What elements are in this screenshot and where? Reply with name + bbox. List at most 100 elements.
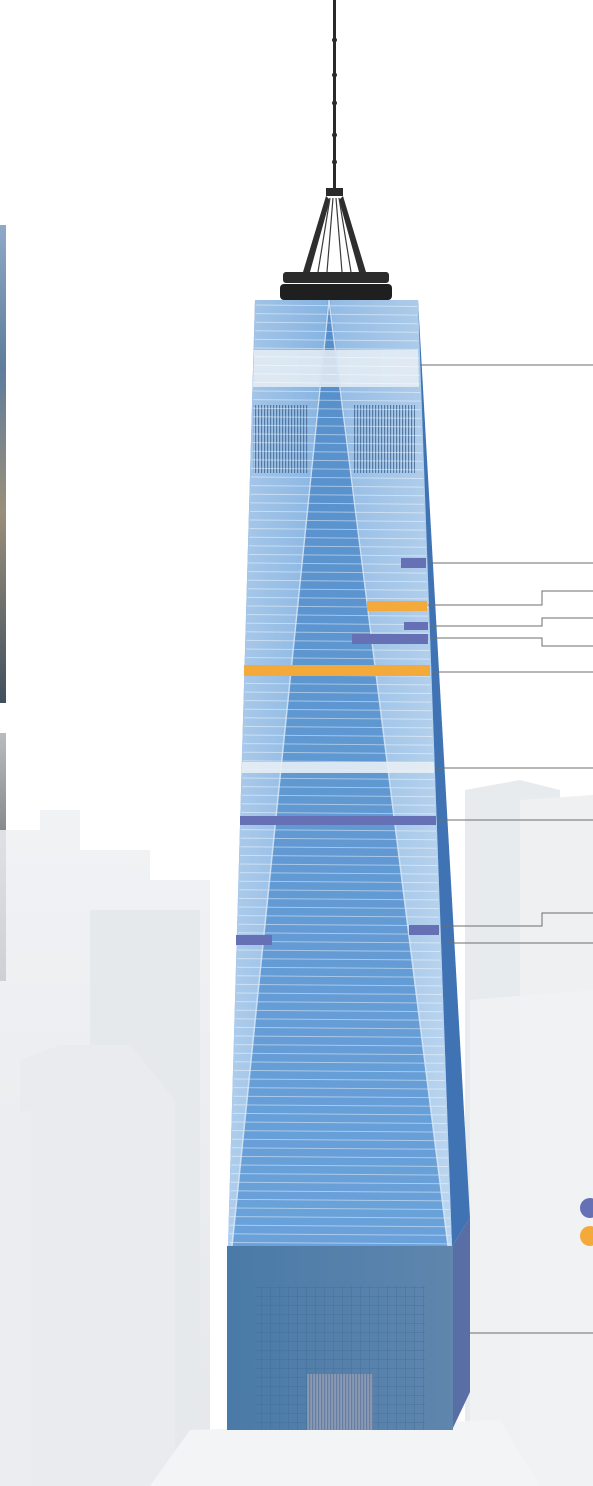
- floor-line: [242, 786, 435, 789]
- floor-line: [229, 1241, 451, 1245]
- floor-line: [245, 657, 430, 660]
- floor-line: [247, 579, 428, 583]
- floor-line: [229, 1233, 451, 1236]
- floor-line: [236, 975, 442, 978]
- floor-line: [243, 751, 434, 755]
- floor-line: [239, 872, 438, 875]
- floor-line: [255, 321, 418, 325]
- floor-line: [243, 743, 433, 746]
- floor-line: [237, 932, 440, 935]
- floor-line: [229, 1224, 451, 1228]
- leader-line-4: [430, 617, 593, 627]
- floor-line: [235, 1018, 443, 1021]
- floor-line: [239, 880, 438, 884]
- floor-line: [238, 923, 440, 927]
- floor-line: [244, 717, 433, 720]
- floor-line: [234, 1069, 445, 1073]
- floor-line: [253, 381, 420, 385]
- floor-line: [250, 476, 424, 479]
- floor-line: [233, 1095, 446, 1099]
- floor-line: [244, 708, 432, 712]
- floor-line: [247, 588, 428, 591]
- floor-line: [234, 1035, 444, 1038]
- floor-line: [238, 897, 439, 901]
- floor-line: [235, 1001, 443, 1004]
- floor-line: [249, 528, 426, 531]
- floor-line: [230, 1207, 450, 1210]
- floor-line: [248, 545, 426, 548]
- floor-line: [246, 631, 429, 634]
- floor-line: [252, 424, 422, 428]
- floor-line: [233, 1087, 446, 1090]
- floor-line: [243, 734, 433, 737]
- floor-line: [234, 1052, 445, 1056]
- floor-line: [239, 889, 439, 892]
- floor-line: [247, 596, 428, 600]
- floor-line: [244, 691, 432, 694]
- floor-line: [230, 1190, 450, 1193]
- spire: [280, 0, 392, 300]
- marker-purple-1: [401, 558, 426, 568]
- floor-line: [245, 682, 431, 686]
- floor-line: [253, 399, 421, 402]
- floor-line: [250, 485, 424, 488]
- marker-purple-4: [240, 816, 436, 825]
- floor-line: [239, 863, 438, 866]
- floor-line: [238, 915, 440, 918]
- leader-lines: [420, 364, 593, 1334]
- floor-line: [252, 433, 422, 436]
- edge-photo-top: [0, 225, 6, 703]
- floor-line: [255, 330, 419, 333]
- floor-line: [240, 854, 437, 858]
- floor-line: [236, 992, 442, 995]
- floor-line: [237, 958, 441, 961]
- floor-line: [249, 510, 425, 514]
- floor-markers: [236, 558, 439, 945]
- floor-line: [242, 777, 435, 780]
- floor-line: [249, 536, 426, 540]
- floor-line: [246, 648, 430, 651]
- leader-line-3: [428, 590, 593, 606]
- floor-line: [247, 614, 429, 617]
- floor-line: [234, 1044, 444, 1047]
- floor-line: [234, 1061, 445, 1064]
- floor-line: [251, 442, 423, 445]
- floor-line: [248, 562, 427, 565]
- floor-line: [231, 1164, 449, 1167]
- floor-line: [252, 407, 421, 411]
- floor-line: [235, 1009, 443, 1013]
- floor-line: [249, 519, 425, 522]
- floor-line: [251, 459, 423, 462]
- marker-orange-1: [367, 601, 427, 611]
- floor-line: [253, 373, 420, 376]
- purple-dot-icon: [580, 1198, 593, 1218]
- floor-line: [240, 829, 437, 832]
- floor-line: [236, 983, 442, 987]
- floor-line: [255, 304, 418, 307]
- floor-line: [231, 1173, 449, 1176]
- leader-line-9: [441, 912, 593, 927]
- orange-dot-icon: [580, 1226, 593, 1246]
- legend: [580, 1198, 593, 1246]
- floor-line: [254, 347, 419, 350]
- floor-line: [237, 949, 441, 952]
- marker-purple-3: [352, 634, 428, 644]
- floor-line: [243, 725, 433, 729]
- floor-line: [253, 390, 421, 393]
- floor-line: [236, 966, 441, 970]
- floor-line: [250, 502, 425, 505]
- floor-line: [230, 1198, 450, 1202]
- podium: [227, 1218, 470, 1430]
- marker-orange-2: [244, 665, 430, 676]
- marker-purple-5: [409, 925, 439, 935]
- floor-line: [233, 1078, 446, 1081]
- floor-line: [255, 313, 418, 316]
- floor-line: [252, 416, 422, 419]
- floor-line: [248, 571, 427, 574]
- marker-purple-6: [236, 935, 272, 945]
- floor-line: [232, 1112, 447, 1116]
- floor-line: [241, 794, 435, 798]
- floor-line: [254, 338, 419, 342]
- floor-line: [251, 450, 423, 454]
